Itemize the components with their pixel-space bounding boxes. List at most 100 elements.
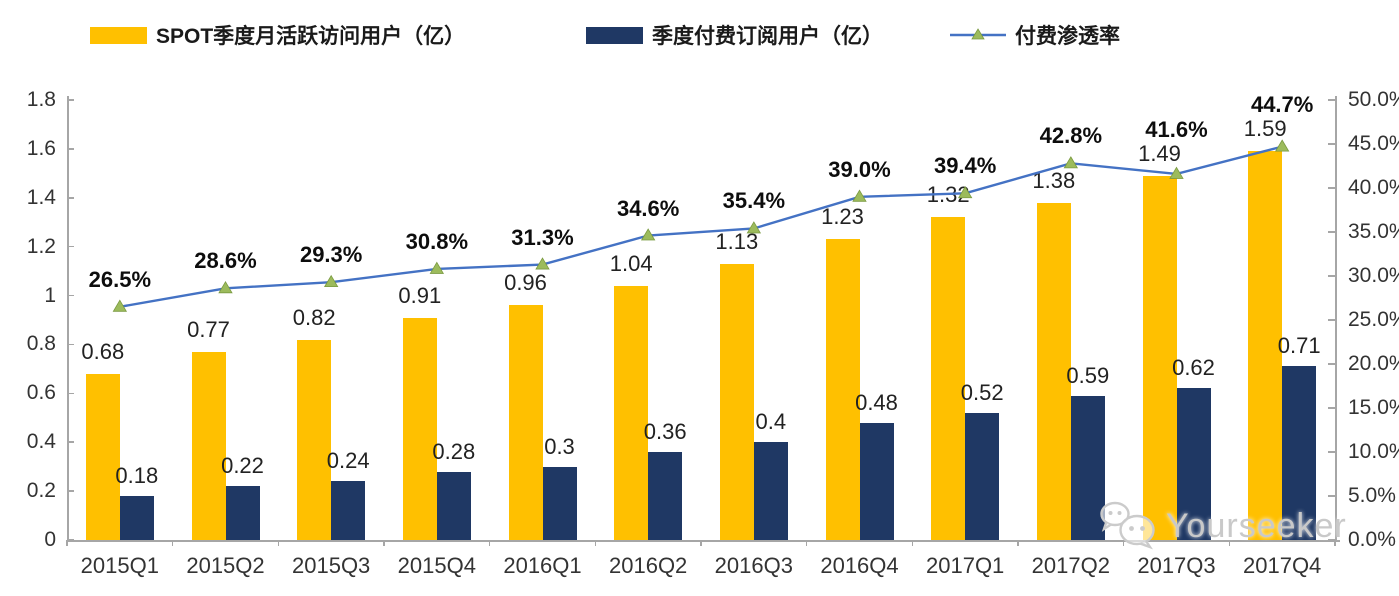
x-axis-category-label: 2017Q2 [1031,553,1110,578]
penetration-label: 42.8% [1039,123,1103,149]
subs-bar-label: 0.48 [855,389,898,415]
x-axis-tick [171,540,174,546]
subs-bar [859,422,894,540]
x-axis-tick [1228,540,1231,546]
subs-bar-label: 0.59 [1066,362,1110,388]
mau-bar-label: 1.38 [1032,167,1076,193]
right-axis-label: 35.0% [1348,220,1399,243]
subs-bar-label: 0.28 [432,438,476,464]
x-axis [67,540,1340,542]
left-axis-label: 1 [44,283,56,307]
x-axis-tick [911,540,914,546]
mau-bar-label: 1.59 [1243,116,1287,142]
mau-bar-label: 0.82 [292,304,336,330]
left-axis-tick [67,343,74,346]
left-axis-label: 0 [44,528,56,551]
mau-bar [402,317,437,540]
x-axis-tick [700,540,702,546]
right-axis-tick [1328,275,1335,277]
subs-bar-label: 0.52 [960,379,1004,405]
subs-bar [965,412,1000,540]
penetration-marker [640,228,656,241]
x-axis-category-label: 2017Q4 [1243,553,1322,578]
penetration-label: 39.4% [933,153,997,179]
penetration-marker [852,189,867,202]
right-axis-label: 15.0% [1348,396,1399,419]
mau-bar [191,351,226,540]
subs-bar [1282,366,1317,540]
mau-bar-label: 0.96 [504,270,547,296]
penetration-label: 34.6% [616,195,680,221]
subs-bar-label: 0.62 [1172,355,1215,381]
x-axis-category-label: 2015Q3 [292,553,371,578]
right-axis [1335,96,1337,540]
legend-item-mau: SPOT季度月活跃访问用户（亿） [90,20,465,50]
watermark-text: Yourseeker [1166,506,1347,545]
x-axis-tick [383,540,385,546]
mau-bar [931,217,966,540]
right-axis-tick [1328,363,1335,365]
subs-bar [1176,388,1211,540]
watermark: Yourseeker [1096,500,1347,552]
mau-legend-label: SPOT季度月活跃访问用户（亿） [156,25,466,48]
subs-bar [648,452,683,540]
left-axis-tick [67,539,74,541]
penetration-marker [429,261,445,274]
right-axis-tick [1328,187,1335,189]
x-axis-tick [1122,540,1125,546]
mau-legend-swatch [90,26,147,44]
subs-legend-label: 季度付费订阅用户（亿） [652,25,883,48]
left-axis-label: 0.6 [26,381,56,405]
left-axis-tick [67,441,74,443]
left-axis-label: 1.4 [26,185,56,209]
right-axis-label: 5.0% [1348,484,1396,507]
x-axis-tick [277,540,280,546]
left-axis-tick [67,197,74,199]
left-axis-tick [67,392,74,395]
x-axis-category-label: 2016Q3 [714,553,793,578]
line-marker-icon [950,28,1006,40]
subs-bar [1070,395,1105,540]
left-axis [67,96,69,540]
left-axis-label: 1.8 [26,88,56,111]
penetration-label: 39.0% [828,156,891,182]
subs-bar [225,486,260,540]
subs-bar-label: 0.36 [643,419,687,444]
penetration-label: 35.4% [722,188,786,214]
left-axis-label: 0.4 [26,430,56,454]
left-axis-tick [67,294,74,297]
x-axis-category-label: 2017Q1 [926,553,1005,578]
left-axis-label: 1.2 [26,234,56,258]
penetration-marker [218,281,233,294]
x-axis-category-label: 2015Q2 [186,553,265,578]
mau-bar-label: 1.49 [1138,140,1181,166]
x-axis-category-label: 2015Q4 [397,553,476,578]
x-axis-category-label: 2017Q3 [1137,553,1216,578]
subs-legend-swatch [586,26,643,44]
left-axis-label: 1.6 [26,136,56,160]
right-axis-tick [1328,143,1335,145]
x-axis-tick [1334,540,1336,546]
right-axis-label: 45.0% [1348,132,1399,155]
right-axis-label: 30.0% [1348,264,1399,287]
subs-bar-label: 0.3 [544,433,575,459]
subs-bar [542,466,577,540]
subs-bar [436,471,471,540]
subs-bar-label: 0.4 [755,409,787,435]
penetration-label: 26.5% [88,266,152,292]
x-axis-tick [805,540,808,546]
penetration-label: 44.7% [1250,92,1314,118]
subs-bar-label: 0.18 [115,463,159,488]
right-axis-label: 20.0% [1348,352,1399,375]
subs-bar [331,481,366,540]
right-axis-tick [1328,451,1335,453]
left-axis-tick [67,99,74,101]
right-axis-tick [1328,99,1335,101]
penetration-label: 31.3% [511,224,574,250]
subs-bar [119,496,154,540]
x-axis-category-label: 2016Q4 [820,553,899,578]
left-axis-label: 0.2 [26,479,56,503]
legend-item-penetration: 付费渗透率 [950,20,1120,50]
x-axis-tick [66,540,68,546]
